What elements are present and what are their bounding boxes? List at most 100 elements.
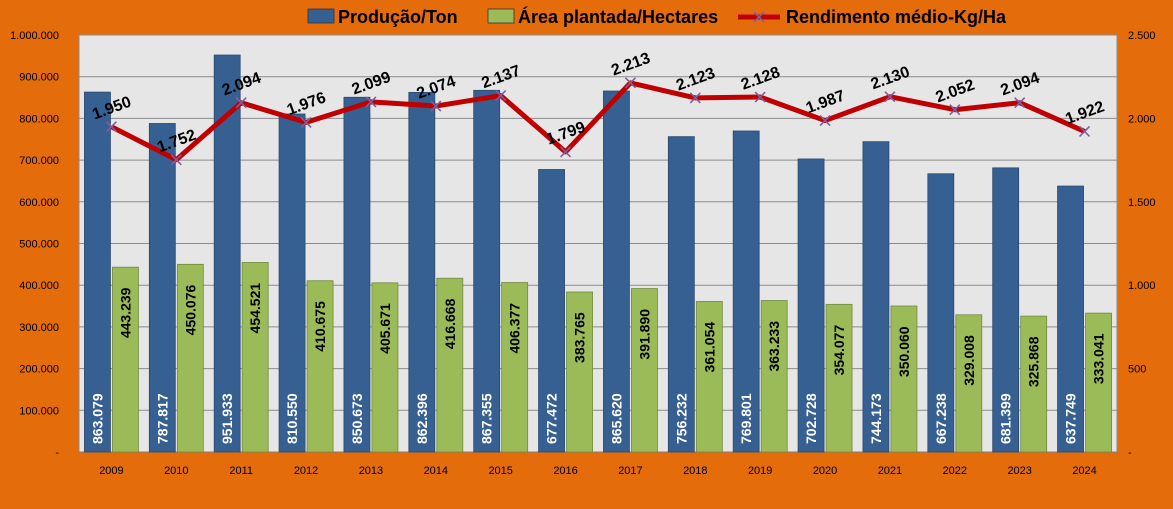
bar-producao-label: 951.933 <box>219 393 235 444</box>
line-point-marker <box>624 77 637 89</box>
bar-area-label: 354.077 <box>831 325 847 376</box>
x-tick-label: 2009 <box>99 465 123 477</box>
bar-area-label: 325.868 <box>1026 336 1042 387</box>
line-point-marker <box>1078 125 1091 137</box>
y-left-tick-label: 600.000 <box>19 197 59 209</box>
bar-area <box>436 277 464 453</box>
bar-producao-label: 863.079 <box>89 393 105 444</box>
y-left-tick-label: 700.000 <box>19 155 59 167</box>
x-tick-label: 2022 <box>943 465 967 477</box>
y-right-tick-label: 1.500 <box>1128 197 1156 209</box>
bar-area-label: 406.377 <box>507 303 523 354</box>
line-point-marker <box>105 121 118 133</box>
bar-producao <box>538 169 565 453</box>
line-point-marker <box>170 154 182 166</box>
bar-area-label: 333.041 <box>1091 333 1107 384</box>
bar-producao <box>797 158 825 453</box>
line-point-marker <box>689 92 701 104</box>
bar-producao <box>603 90 630 453</box>
bar-area <box>371 282 399 453</box>
line-point-marker <box>1014 97 1026 109</box>
line-point-marker <box>819 115 831 127</box>
bar-area-label: 350.060 <box>896 326 912 377</box>
bar-area <box>176 263 204 453</box>
y-right-tick-label: 2.500 <box>1128 30 1156 42</box>
bar-area <box>955 314 983 453</box>
bar-area <box>631 288 658 453</box>
x-tick-label: 2013 <box>359 465 383 477</box>
bar-producao <box>408 91 436 453</box>
bar-producao <box>343 96 371 453</box>
legend-area-label: Área plantada/Hectares <box>518 6 718 27</box>
bar-producao <box>473 89 501 453</box>
legend-producao-swatch <box>307 8 335 24</box>
line-point-marker <box>365 96 377 108</box>
line-point-marker <box>754 91 766 103</box>
legend-rendimento-label: Rendimento médio-Kg/Ha <box>786 7 1007 27</box>
line-point-marker <box>235 97 247 109</box>
bar-producao-label: 810.550 <box>284 393 300 444</box>
bar-producao-label: 769.801 <box>738 393 754 444</box>
bar-area-label: 443.239 <box>117 287 133 338</box>
bar-area-label: 454.521 <box>247 283 263 334</box>
bar-area-label: 391.890 <box>636 309 652 360</box>
bar-producao-label: 667.238 <box>933 393 949 444</box>
x-tick-label: 2012 <box>294 465 318 477</box>
y-left-tick-label: 800.000 <box>19 113 59 125</box>
x-tick-label: 2011 <box>229 465 253 477</box>
x-tick-label: 2016 <box>553 465 577 477</box>
bar-producao-label: 787.817 <box>154 393 170 444</box>
bar-area <box>695 301 723 453</box>
y-right-tick-label: 2.000 <box>1128 113 1156 125</box>
line-rendimento <box>110 80 1086 163</box>
bar-producao-label: 865.620 <box>608 393 624 444</box>
bar-producao <box>278 113 306 453</box>
legend-producao-label: Produção/Ton <box>338 7 458 27</box>
bar-area <box>112 266 139 453</box>
bar-area <box>566 291 593 453</box>
bar-area <box>501 282 529 453</box>
bar-producao-label: 677.472 <box>544 393 560 444</box>
bar-producao <box>992 167 1020 453</box>
legend-rendimento-marker <box>753 11 765 23</box>
line-point-marker <box>430 100 442 112</box>
x-tick-label: 2021 <box>878 465 902 477</box>
bar-area-label: 416.668 <box>442 298 458 349</box>
bar-producao-label: 867.355 <box>479 393 495 444</box>
bar-area <box>306 280 334 453</box>
bar-area-label: 329.008 <box>961 335 977 386</box>
bar-producao-label: 756.232 <box>673 393 689 444</box>
x-tick-label: 2017 <box>618 465 642 477</box>
bar-producao <box>84 91 111 453</box>
y-right-tick-label: 500 <box>1128 364 1146 376</box>
bar-producao <box>1057 185 1084 453</box>
bar-area-label: 405.671 <box>377 303 393 354</box>
line-point-marker <box>949 104 961 116</box>
bar-producao <box>667 136 695 453</box>
x-tick-label: 2014 <box>424 465 448 477</box>
bar-area-label: 410.675 <box>312 301 328 352</box>
x-tick-label: 2010 <box>164 465 188 477</box>
y-left-tick-label: - <box>55 447 59 459</box>
bar-producao-label: 681.399 <box>998 393 1014 444</box>
bar-area <box>1020 315 1048 453</box>
legend-area-swatch <box>487 8 515 24</box>
x-tick-label: 2018 <box>683 465 707 477</box>
bar-area-label: 383.765 <box>572 312 588 363</box>
bar-area-label: 450.076 <box>182 284 198 335</box>
bar-producao-label: 702.728 <box>803 393 819 444</box>
bar-producao-label: 850.673 <box>349 393 365 444</box>
line-point-marker <box>300 116 312 128</box>
y-left-tick-label: 300.000 <box>19 322 59 334</box>
bar-producao-label: 862.396 <box>414 393 430 444</box>
line-point-marker <box>495 89 507 102</box>
bar-producao <box>732 130 760 453</box>
x-tick-label: 2015 <box>488 465 512 477</box>
line-point-marker <box>884 91 896 103</box>
y-left-tick-label: 900.000 <box>19 72 59 84</box>
y-left-tick-label: 400.000 <box>19 280 59 292</box>
bar-area <box>1085 312 1112 453</box>
x-tick-label: 2020 <box>813 465 837 477</box>
